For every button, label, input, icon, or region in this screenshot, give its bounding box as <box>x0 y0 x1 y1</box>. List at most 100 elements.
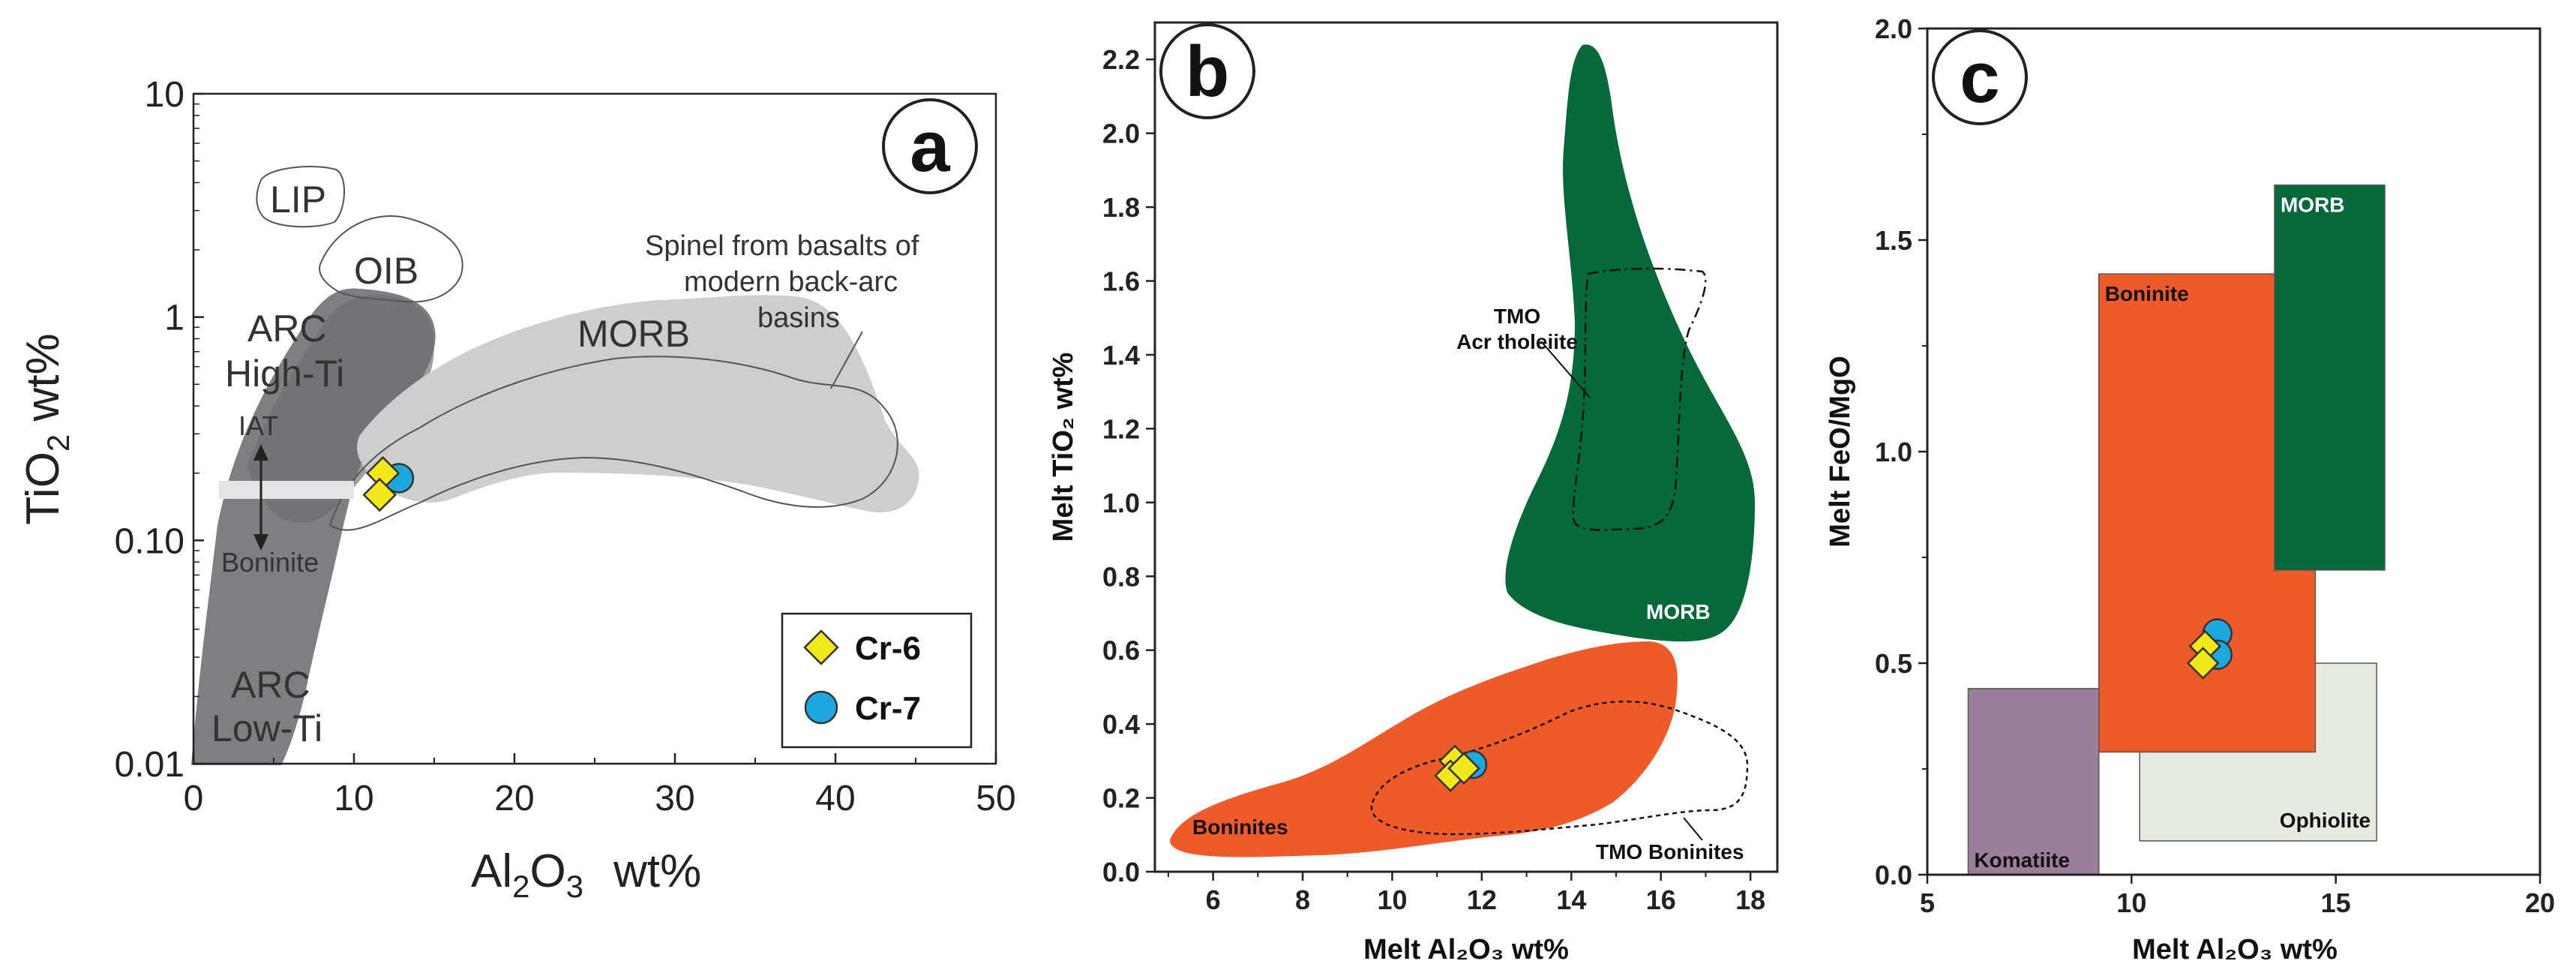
ophiolite-label-c: Ophiolite <box>2280 809 2371 832</box>
c-ytick-label: 1.5 <box>1875 225 1912 256</box>
panel-c-letter-circle <box>1932 29 2028 125</box>
panel-b-frame <box>1153 21 1779 873</box>
b-xtick-label: 10 <box>1377 884 1407 915</box>
c-ytick-label: 1.0 <box>1875 437 1912 467</box>
panel-a-points <box>362 455 415 512</box>
spinel-label-3: basins <box>757 302 840 334</box>
tmo-acr-tholeiite-outline <box>1572 267 1707 531</box>
boninite-label-c: Boninite <box>2105 282 2189 305</box>
legend-cr7-circle-icon <box>804 690 838 725</box>
panel-a: 0 10 20 30 40 50 0.01 0.10 1 10 LIP OIB ARC High-… <box>17 75 1016 904</box>
spinel-leader-line <box>830 331 863 389</box>
oib-label: OIB <box>354 250 418 292</box>
morb-label-b: MORB <box>1646 600 1711 623</box>
b-ytick-label: 1.8 <box>1102 192 1140 223</box>
c-point-cr6 <box>2186 647 2220 680</box>
a-ytick-label: 10 <box>145 75 184 115</box>
panel-b-letter: b <box>1186 32 1230 112</box>
c-ytick-label: 0.5 <box>1875 648 1912 679</box>
tmo-boninites-leader-line <box>1683 817 1703 841</box>
morb-field-green <box>1505 44 1755 642</box>
arc-high-label-2: High-Ti <box>225 353 344 395</box>
b-ytick-label: 0.4 <box>1102 709 1140 740</box>
b-ytick-label: 0.8 <box>1102 561 1140 592</box>
tmo-acr-leader-line <box>1540 341 1591 398</box>
b-xtick-label: 14 <box>1556 884 1586 915</box>
boninite-label-a: Boninite <box>221 547 319 578</box>
c-xtick-label: 20 <box>2525 887 2555 918</box>
b-ytick-label: 0.6 <box>1102 635 1140 666</box>
panel-b-ticks: 6 8 10 12 14 16 18 0.0 0.2 0.4 0.6 0.8 1.0 1.2 1.4 1.6 1… <box>1102 44 1765 915</box>
panel-b-xlabel: Melt Al₂O₃ wt% <box>1363 934 1569 965</box>
panel-c: Komatiite Ophiolite Boninite MORB 5 10 15 20 0.… <box>1825 14 2555 965</box>
panel-c-fields: Komatiite Ophiolite Boninite MORB <box>1967 184 2386 875</box>
panel-b: 6 8 10 12 14 16 18 0.0 0.2 0.4 0.6 0.8 1.0 1.2 1.4 1.6 1… <box>1048 21 1779 965</box>
boninites-label-b: Boninites <box>1192 815 1288 839</box>
komatiite-field-c <box>1967 688 2100 875</box>
panel-c-points <box>2186 618 2233 680</box>
a-ytick-label: 0.01 <box>115 745 184 785</box>
b-ytick-label: 0.2 <box>1102 783 1140 814</box>
b-point-cr6 <box>1447 752 1480 785</box>
a-ytick-label: 1 <box>164 299 184 338</box>
iat-boninite-band <box>219 481 354 499</box>
c-xtick-label: 5 <box>1920 887 1935 918</box>
panel-a-letter-circle <box>882 98 978 194</box>
b-ytick-label: 1.4 <box>1102 340 1140 371</box>
panel-a-letter: a <box>910 107 950 187</box>
legend-cr6-diamond-icon <box>803 629 839 665</box>
spinel-label-1: Spinel from basalts of <box>645 230 919 262</box>
arc-low-label-2: Low-Ti <box>211 707 322 749</box>
a-xtick-label: 50 <box>976 779 1015 818</box>
panel-a-ylabel: TiO2 wt% <box>17 333 76 524</box>
c-ytick-label: 2.0 <box>1875 14 1912 44</box>
panel-c-xlabel: Melt Al₂O₃ wt% <box>2132 934 2338 965</box>
arc-low-label-1: ARC <box>231 664 310 706</box>
a-xtick-label: 40 <box>815 779 855 818</box>
oib-outline <box>319 215 463 303</box>
b-xtick-label: 6 <box>1206 884 1221 915</box>
morb-label-c: MORB <box>2281 194 2345 217</box>
a-ytick-label: 0.10 <box>115 521 184 561</box>
tmo-acr-label-1: TMO <box>1494 305 1540 328</box>
tmo-acr-label-2: Acr tholeiite <box>1456 330 1578 353</box>
panel-c-ylabel: Melt FeO/MgO <box>1825 356 1856 547</box>
b-xtick-label: 18 <box>1735 884 1765 915</box>
b-xtick-label: 16 <box>1646 884 1676 915</box>
b-ytick-label: 2.0 <box>1102 119 1140 149</box>
spinel-backarc-outline <box>328 356 898 531</box>
b-xtick-label: 12 <box>1467 884 1497 915</box>
b-ytick-label: 0.0 <box>1102 857 1140 887</box>
arc-high-label-1: ARC <box>247 308 327 350</box>
b-ytick-label: 1.0 <box>1102 488 1140 518</box>
legend-box <box>781 612 973 749</box>
b-xtick-label: 8 <box>1295 884 1310 915</box>
panel-b-letter-circle <box>1159 23 1255 119</box>
arrow-up-icon <box>253 444 268 461</box>
a-xtick-label: 10 <box>334 779 373 818</box>
legend-cr7-label: Cr-7 <box>855 690 921 727</box>
a-xtick-label: 0 <box>184 779 204 818</box>
boninites-field <box>1170 641 1678 857</box>
a-xtick-label: 30 <box>655 779 694 818</box>
lip-outline <box>256 166 345 228</box>
arrow-down-icon <box>253 534 268 551</box>
legend-cr6-label: Cr-6 <box>855 630 921 667</box>
a-xtick-label: 20 <box>494 779 534 818</box>
b-ytick-label: 1.2 <box>1102 413 1140 444</box>
c-xtick-label: 10 <box>2116 887 2146 918</box>
panel-b-ylabel: Melt TiO₂ wt% <box>1048 353 1079 542</box>
tmo-boninites-label: TMO Boninites <box>1596 840 1744 863</box>
b-ytick-label: 1.6 <box>1102 266 1140 297</box>
morb-field-c <box>2274 184 2386 571</box>
b-ytick-label: 2.2 <box>1102 44 1140 75</box>
panel-b-points <box>1434 744 1488 792</box>
panel-a-xlabel: Al2O3 wt% <box>471 845 701 904</box>
morb-label-a: MORB <box>577 313 690 355</box>
iat-label: IAT <box>238 410 278 441</box>
komatiite-label-c: Komatiite <box>1974 848 2070 872</box>
panel-c-letter: c <box>1960 38 1999 118</box>
arc-high-ti-field <box>247 295 434 524</box>
lip-label: LIP <box>270 179 326 221</box>
